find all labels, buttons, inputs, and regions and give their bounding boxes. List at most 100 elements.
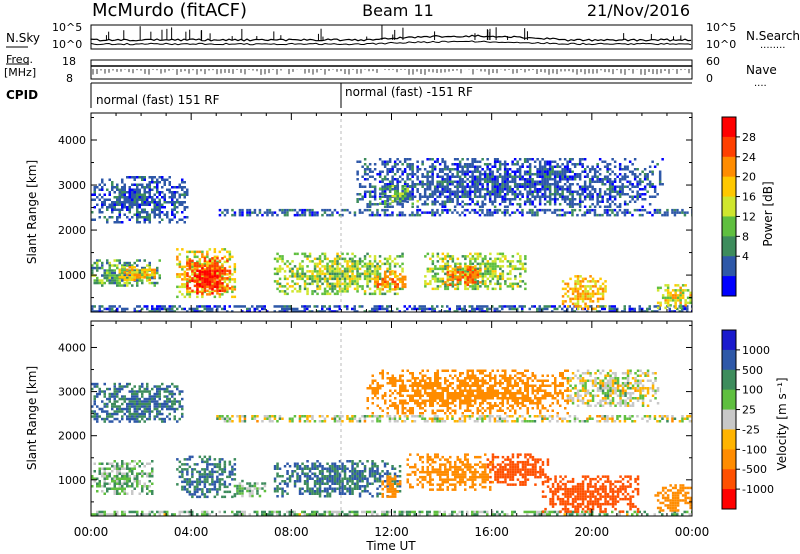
heat-cell [188,259,192,263]
heat-cell [461,276,465,279]
heat-cell [638,180,642,183]
heat-cell [441,305,444,308]
heat-cell [288,275,292,278]
heat-cell [543,513,546,516]
heat-cell [501,188,504,191]
heat-cell [223,465,227,469]
heat-cell [418,513,421,516]
heat-cell [121,193,124,196]
heat-cell [524,257,527,261]
heat-cell [474,285,477,288]
heat-cell [478,170,482,173]
heat-cell [481,277,485,281]
heat-cell [308,513,311,516]
heat-cell [461,513,464,516]
heat-cell [143,259,146,262]
heat-cell [426,158,429,161]
heat-cell [394,273,397,276]
heat-cell [203,278,207,281]
heat-cell [256,510,259,514]
heat-cell [141,266,144,270]
heat-cell [618,195,622,198]
heat-cell [454,277,457,281]
heat-cell [221,277,224,280]
heat-cell [223,460,227,464]
heat-cell [403,158,407,161]
heat-cell [489,252,492,256]
heat-cell [208,290,212,294]
heat-cell [93,188,96,191]
heat-cell [446,208,449,212]
heat-cell [191,480,194,484]
power-colorbar-label: Power [dB] [761,181,775,246]
heat-cell [583,183,587,186]
heat-cell [93,198,96,201]
heat-cell [296,282,299,286]
heat-cell [371,307,374,311]
heat-cell [491,203,494,206]
heat-cell [171,191,174,194]
heat-cell [368,280,372,283]
heat-cell [453,195,457,198]
heat-cell [206,283,209,286]
heat-cell [123,482,126,485]
heat-cell [198,258,202,261]
heat-cell [518,305,521,308]
heat-cell [356,178,359,181]
heat-cell [133,213,136,216]
heat-cell [306,290,309,293]
heat-cell [548,165,552,168]
heat-cell [596,165,599,168]
heat-cell [146,191,149,194]
heat-cell [486,173,489,176]
heat-cell [166,211,169,214]
heat-cell [136,271,139,274]
heat-cell [451,278,455,282]
heat-cell [111,181,114,184]
heat-cell [586,295,590,298]
heat-cell [408,163,412,166]
heat-cell [686,305,689,308]
heat-cell [118,477,121,480]
heat-cell [536,188,539,191]
heat-cell [493,211,497,214]
heat-cell [586,211,589,214]
heat-cell [248,487,252,490]
heat-cell [196,262,199,265]
heat-cell [391,205,394,208]
heat-cell [311,272,314,276]
heat-cell [136,510,139,514]
heat-cell [193,485,197,489]
heat-cell [176,198,179,201]
heat-cell [216,465,219,469]
heat-cell [396,307,399,311]
heat-cell [493,185,497,188]
heat-cell [631,190,634,193]
heat-cell [363,255,367,258]
heat-cell [191,510,194,514]
heat-cell [283,307,286,311]
heat-cell [108,178,111,181]
heat-cell [514,277,517,281]
heat-cell [498,193,502,196]
heat-cell [178,186,181,189]
heat-cell [121,307,124,311]
heat-cell [648,185,652,188]
heat-cell [368,190,372,193]
heat-cell [476,287,480,291]
heat-cell [593,190,597,193]
heat-cell [643,173,647,176]
heat-cell [406,178,409,181]
heat-cell [546,188,549,191]
heat-cell [471,163,474,166]
heat-cell [541,188,544,191]
heat-cell [484,257,487,261]
heat-cell [516,285,520,288]
heat-cell [453,185,457,188]
heat-cell [518,173,522,176]
heat-cell [433,185,437,188]
heat-cell [616,193,619,196]
heat-cell [596,310,599,312]
heat-cell [376,211,379,214]
heat-cell [206,310,209,312]
